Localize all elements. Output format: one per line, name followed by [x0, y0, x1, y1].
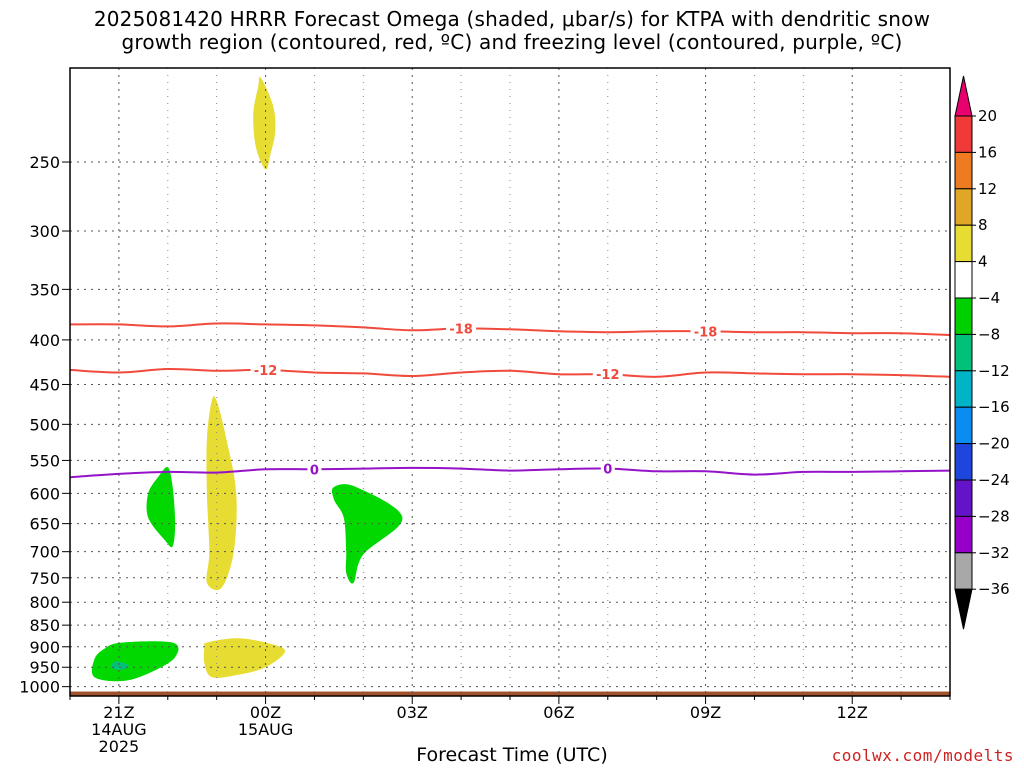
- y-tick-label-600: 600: [29, 484, 60, 503]
- x-tick-label-h0-0: 21Z: [103, 703, 134, 722]
- x-tick-label-h3-1: 15AUG: [238, 720, 293, 739]
- colorbar-label-13: −36: [978, 580, 1010, 598]
- omega-region-2: [203, 638, 286, 678]
- contour-label-bg--12-1: [592, 366, 623, 383]
- chart-title-line-1: 2025081420 HRRR Forecast Omega (shaded, …: [93, 7, 931, 31]
- contour-layer: -18 -18 -12 -12 0 0: [70, 320, 950, 478]
- plot-frame: [69, 67, 951, 697]
- colorbar-label-8: −16: [978, 398, 1010, 416]
- pressure-axis: 250 300 350 400 450 500 550 600 650 700 750 800 850 9…: [19, 153, 70, 697]
- contour-label--12-1: -12: [596, 368, 620, 383]
- x-tick-label-h0-1: 14AUG: [91, 720, 146, 739]
- y-tick-label-300: 300: [29, 222, 60, 241]
- contour-label-0-0: 0: [310, 463, 319, 478]
- y-tick-label-250: 250: [29, 153, 60, 172]
- y-tick-label-500: 500: [29, 415, 60, 434]
- x-tick-label-h9-0: 06Z: [543, 703, 574, 722]
- colorbar-label-0: 20: [978, 107, 997, 125]
- chart-title-line-2: growth region (contoured, red, ºC) and f…: [121, 30, 903, 54]
- colorbar-top-arrow: [954, 75, 973, 117]
- omega-region-4: [91, 641, 179, 682]
- contour-label--18-0: -18: [449, 322, 473, 337]
- plot-border: [69, 67, 951, 697]
- colorbar-segment-3: [954, 224, 973, 263]
- y-tick-label-350: 350: [29, 280, 60, 299]
- contour-line--18: [70, 322, 950, 337]
- x-tick-label-h3-0: 00Z: [250, 703, 281, 722]
- colorbar-bottom-arrow: [954, 588, 973, 630]
- colorbar-segment-2: [954, 188, 973, 226]
- y-tick-label-900: 900: [29, 638, 60, 657]
- colorbar-label-3: 8: [978, 216, 988, 234]
- contour-label-bg--12-0: [250, 361, 281, 378]
- y-tick-label-950: 950: [29, 658, 60, 677]
- contour-label-bg-0-1: [600, 460, 615, 477]
- colorbar-label-2: 12: [978, 180, 997, 198]
- ground-surface: [70, 691, 950, 696]
- contour-line-0: [70, 466, 950, 479]
- colorbar-label-9: −20: [978, 435, 1010, 453]
- omega-region-0: [253, 76, 276, 170]
- contour-label--18-1: -18: [694, 325, 718, 340]
- colorbar-label-12: −32: [978, 544, 1010, 562]
- chart-title: 2025081420 HRRR Forecast Omega (shaded, …: [0, 8, 1024, 54]
- colorbar-segment-10: [954, 479, 973, 517]
- omega-region-1: [206, 396, 237, 591]
- grid-layer: [69, 68, 951, 696]
- contour-label-0-1: 0: [603, 463, 612, 478]
- colorbar-label-11: −28: [978, 507, 1010, 525]
- x-tick-label-h15-0: 12Z: [837, 703, 868, 722]
- omega-shading-layer: [91, 76, 403, 682]
- colorbar-label-10: −24: [978, 471, 1010, 489]
- colorbar-label-7: −12: [978, 362, 1010, 380]
- y-tick-label-550: 550: [29, 451, 60, 470]
- y-tick-label-1000: 1000: [19, 678, 60, 697]
- colorbar-label-4: 4: [978, 253, 988, 271]
- ground-layer: [70, 691, 950, 696]
- colorbar-segment-0: [954, 115, 973, 153]
- colorbar-segment-11: [954, 515, 973, 554]
- x-tick-label-h12-0: 09Z: [690, 703, 721, 722]
- y-tick-label-650: 650: [29, 515, 60, 534]
- site-credit: coolwx.com/modelts: [831, 746, 1014, 765]
- colorbar-segment-1: [954, 151, 973, 190]
- x-tick-label-h6-0: 03Z: [397, 703, 428, 722]
- colorbar-segment-6: [954, 333, 973, 372]
- contour-line--12: [70, 367, 950, 378]
- colorbar-label-5: −4: [978, 289, 1000, 307]
- colorbar-label-1: 16: [978, 143, 997, 161]
- y-tick-label-450: 450: [29, 375, 60, 394]
- omega-region-5: [111, 661, 129, 670]
- colorbar-segment-7: [954, 370, 973, 408]
- y-tick-label-850: 850: [29, 616, 60, 635]
- colorbar-segment-8: [954, 406, 973, 445]
- x-axis-label: Forecast Time (UTC): [416, 744, 608, 766]
- y-tick-label-400: 400: [29, 331, 60, 350]
- colorbar-segment-9: [954, 443, 973, 481]
- y-tick-label-700: 700: [29, 543, 60, 562]
- omega-region-3: [146, 466, 176, 548]
- x-tick-label-h0-2: 2025: [99, 737, 140, 756]
- omega-region-6: [331, 484, 403, 584]
- colorbar-segment-4: [954, 261, 973, 299]
- contour-label-bg-0-0: [307, 461, 322, 478]
- contour-label-bg--18-1: [690, 323, 721, 340]
- colorbar-segment-5: [954, 297, 973, 335]
- colorbar-label-6: −8: [978, 325, 1000, 343]
- contour-label-bg--18-0: [446, 320, 477, 337]
- y-tick-label-800: 800: [29, 593, 60, 612]
- colorbar-segment-12: [954, 552, 973, 590]
- y-tick-label-750: 750: [29, 569, 60, 588]
- omega-colorbar: 20 16 12 8 4 −4 −8 −12 −16 −20 −24 −28 −32 −36: [954, 75, 1010, 630]
- contour-label--12-0: -12: [254, 364, 278, 379]
